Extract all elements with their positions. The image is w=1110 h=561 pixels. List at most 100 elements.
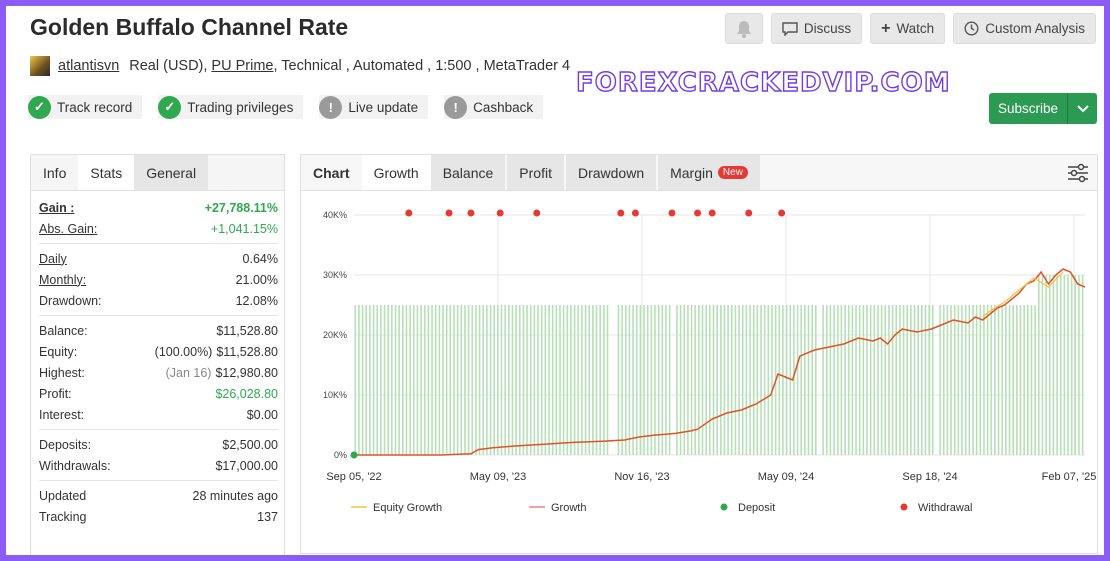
balance-bar — [749, 305, 751, 455]
balance-bar — [928, 305, 930, 455]
tab-chart: Chart — [301, 155, 362, 190]
user-link[interactable]: atlantisvn — [58, 58, 120, 74]
tab-margin[interactable]: Margin New — [658, 155, 760, 190]
balance-bar — [957, 305, 960, 455]
tab-profit[interactable]: Profit — [507, 155, 564, 190]
equity-pct: (100.00%) — [154, 344, 213, 359]
balance-bar — [891, 305, 894, 455]
legend-label: Deposit — [738, 502, 775, 514]
chart-tabs: Chart Growth Balance Profit Drawdown Mar… — [301, 155, 1097, 191]
subscribe-dropdown[interactable] — [1067, 93, 1097, 124]
balance-bar — [822, 305, 824, 455]
balance-bar — [701, 305, 704, 455]
balance-bar — [540, 305, 543, 455]
balance-bar — [836, 305, 839, 455]
balance-bar — [643, 305, 645, 455]
abs-gain-label[interactable]: Abs. Gain: — [39, 221, 98, 236]
monthly-label[interactable]: Monthly: — [39, 272, 87, 287]
chart-panel: Chart Growth Balance Profit Drawdown Mar… — [300, 154, 1098, 554]
stat-highest: Highest: (Jan 16) $12,980.80 — [39, 362, 278, 383]
balance-bar — [493, 305, 495, 455]
balance-bar — [566, 305, 569, 455]
subscribe-button[interactable]: Subscribe — [989, 93, 1097, 124]
balance-bar — [628, 305, 631, 455]
stat-equity: Equity: (100.00%) $11,528.80 — [39, 341, 278, 362]
tab-growth[interactable]: Growth — [361, 155, 431, 190]
balance-bar — [723, 305, 726, 455]
badges: ✓ Track record ✓ Trading privileges ! Li… — [28, 95, 544, 119]
balance-bar — [431, 305, 433, 455]
balance-bar — [588, 305, 591, 455]
balance-bar — [1081, 275, 1084, 455]
balance-bar — [921, 305, 923, 455]
balance-bar — [650, 305, 653, 455]
balance-bar — [679, 305, 682, 455]
balance-bar — [687, 305, 689, 455]
legend-label: Growth — [551, 502, 586, 514]
margin-label: Margin — [670, 164, 713, 181]
balance-bar — [756, 305, 759, 455]
balance-bar — [804, 305, 806, 455]
balance-bar — [902, 305, 905, 455]
account-meta: atlantisvn Real (USD), PU Prime , Techni… — [30, 56, 570, 76]
balance-bar — [449, 305, 452, 455]
badge-track-record[interactable]: ✓ Track record — [28, 95, 143, 119]
balance-bar — [599, 305, 601, 455]
balance-bar — [855, 305, 857, 455]
withdrawals-label: Withdrawals: — [39, 458, 111, 473]
deposits-label: Deposits: — [39, 437, 92, 452]
balance-bar — [412, 305, 415, 455]
balance-bar — [1074, 275, 1077, 455]
badge-live-update[interactable]: ! Live update — [319, 95, 429, 119]
tab-balance[interactable]: Balance — [430, 155, 506, 190]
balance-bar — [551, 305, 554, 455]
y-tick-label: 40K% — [323, 210, 347, 220]
badge-cashback[interactable]: ! Cashback — [444, 95, 544, 119]
balance-bar — [829, 305, 832, 455]
equity-value: $11,528.80 — [216, 344, 278, 359]
deposit-point — [350, 451, 358, 459]
withdrawal-point — [668, 209, 676, 217]
tab-general[interactable]: General — [134, 155, 209, 190]
balance-bar — [917, 305, 919, 455]
balance-bar — [738, 305, 740, 455]
tab-drawdown[interactable]: Drawdown — [565, 155, 657, 190]
gain-label[interactable]: Gain : — [39, 200, 75, 215]
daily-label[interactable]: Daily — [39, 251, 67, 266]
balance-bar — [833, 305, 835, 455]
balance-bar — [851, 305, 854, 455]
balance-bar — [621, 305, 623, 455]
bell-icon — [736, 20, 751, 38]
balance-bar — [734, 305, 737, 455]
profit-label: Profit: — [39, 386, 72, 401]
balance-bar — [405, 305, 408, 455]
broker-link[interactable]: PU Prime — [211, 58, 274, 74]
balance-bar — [394, 305, 397, 455]
notifications-button[interactable] — [724, 13, 763, 44]
watch-button[interactable]: + Watch — [870, 13, 946, 44]
x-tick-label: May 09, '24 — [758, 471, 815, 483]
balance-bar — [1067, 275, 1069, 455]
balance-bar — [730, 305, 733, 455]
watch-label: Watch — [896, 21, 935, 36]
x-tick-label: Nov 16, '23 — [614, 471, 669, 483]
balance-bar — [369, 305, 371, 455]
growth-chart[interactable]: 0% 10K% 20K% 30K% 40K% Sep 05, '22 May 09, '23… — [301, 192, 1097, 554]
interest-label: Interest: — [39, 407, 85, 422]
balance-bar — [453, 305, 455, 455]
withdrawal-point — [778, 209, 786, 217]
balance-bar — [858, 305, 861, 455]
badge-trading-privileges[interactable]: ✓ Trading privileges — [158, 95, 304, 119]
tab-stats[interactable]: Stats — [78, 155, 135, 190]
balance-bar — [442, 305, 444, 455]
chart-settings-icon[interactable] — [1067, 163, 1089, 183]
balance-bar — [931, 305, 934, 455]
avatar[interactable] — [30, 56, 50, 76]
balance-bar — [504, 305, 506, 455]
tab-info[interactable]: Info — [43, 164, 67, 181]
stat-tracking: Tracking 137 — [39, 506, 278, 527]
balance-bar — [354, 305, 357, 455]
custom-analysis-button[interactable]: Custom Analysis — [953, 13, 1096, 44]
balance-bar — [1001, 305, 1004, 455]
discuss-button[interactable]: Discuss — [770, 13, 863, 44]
